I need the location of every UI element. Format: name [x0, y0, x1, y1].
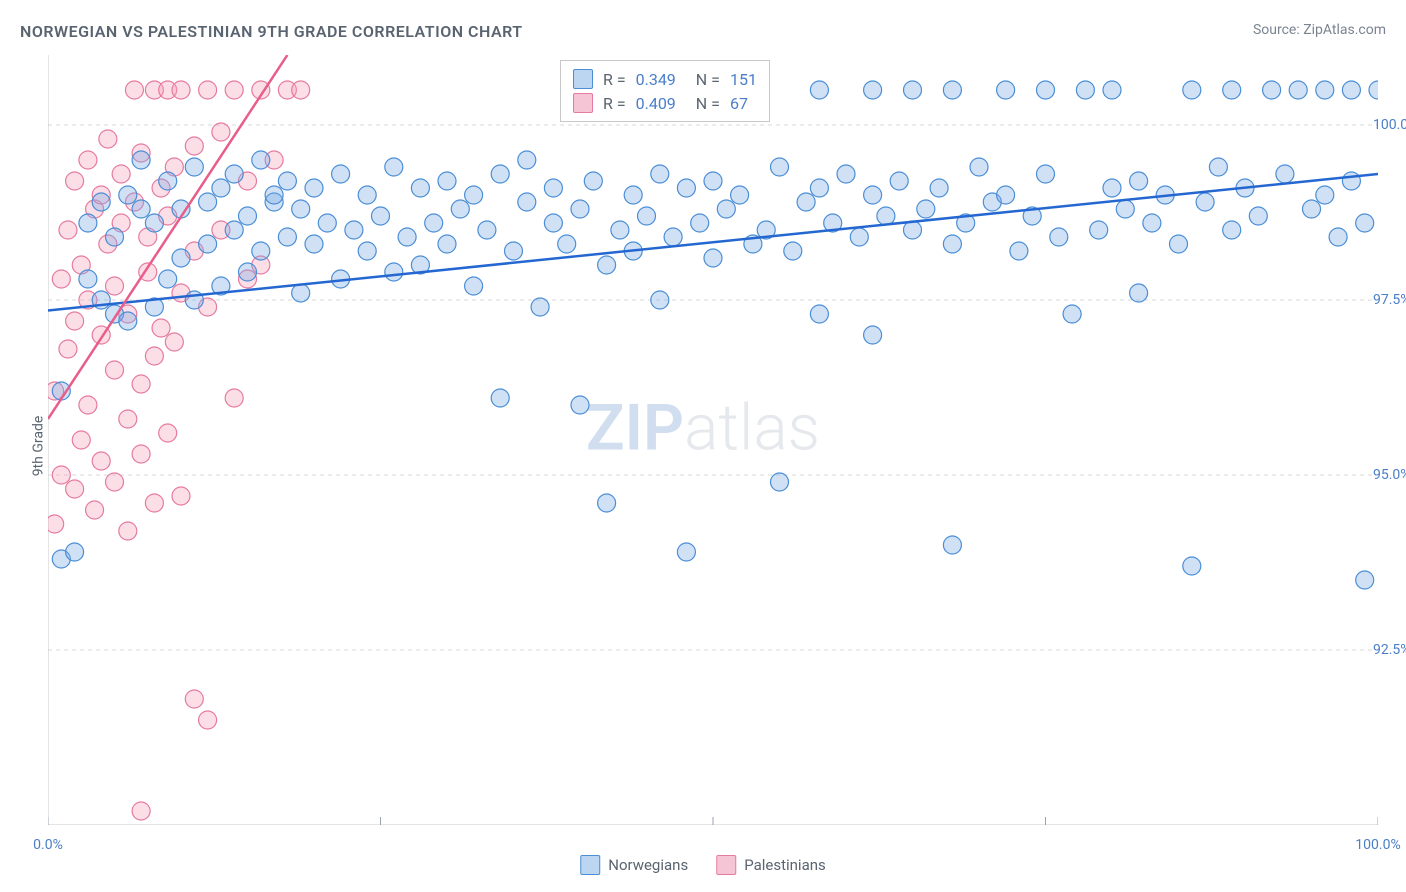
swatch-palestinians-icon — [716, 855, 736, 875]
y-tick-label: 100.0% — [1373, 117, 1406, 133]
stat-legend-box: R = 0.349 N = 151 R = 0.409 N = 67 — [560, 60, 770, 122]
legend-bottom: Norwegians Palestinians — [580, 855, 826, 875]
legend-item-palestinians: Palestinians — [716, 855, 826, 875]
chart-title: NORWEGIAN VS PALESTINIAN 9TH GRADE CORRE… — [20, 22, 523, 41]
stat-row-norwegians: R = 0.349 N = 151 — [573, 67, 757, 91]
y-tick-label: 92.5% — [1373, 642, 1406, 658]
stat-row-palestinians: R = 0.409 N = 67 — [573, 91, 757, 115]
swatch-palestinians-icon — [573, 93, 593, 113]
scatter-plot — [48, 55, 1378, 825]
legend-label: Norwegians — [608, 856, 688, 874]
x-tick-label: 0.0% — [33, 837, 63, 853]
legend-label: Palestinians — [744, 856, 826, 874]
x-tick-label: 100.0% — [1355, 837, 1400, 853]
source-label: Source: ZipAtlas.com — [1253, 22, 1386, 38]
swatch-norwegians-icon — [573, 69, 593, 89]
legend-item-norwegians: Norwegians — [580, 855, 688, 875]
swatch-norwegians-icon — [580, 855, 600, 875]
y-tick-label: 97.5% — [1373, 292, 1406, 308]
y-axis-label: 9th Grade — [30, 416, 46, 477]
y-tick-label: 95.0% — [1373, 467, 1406, 483]
